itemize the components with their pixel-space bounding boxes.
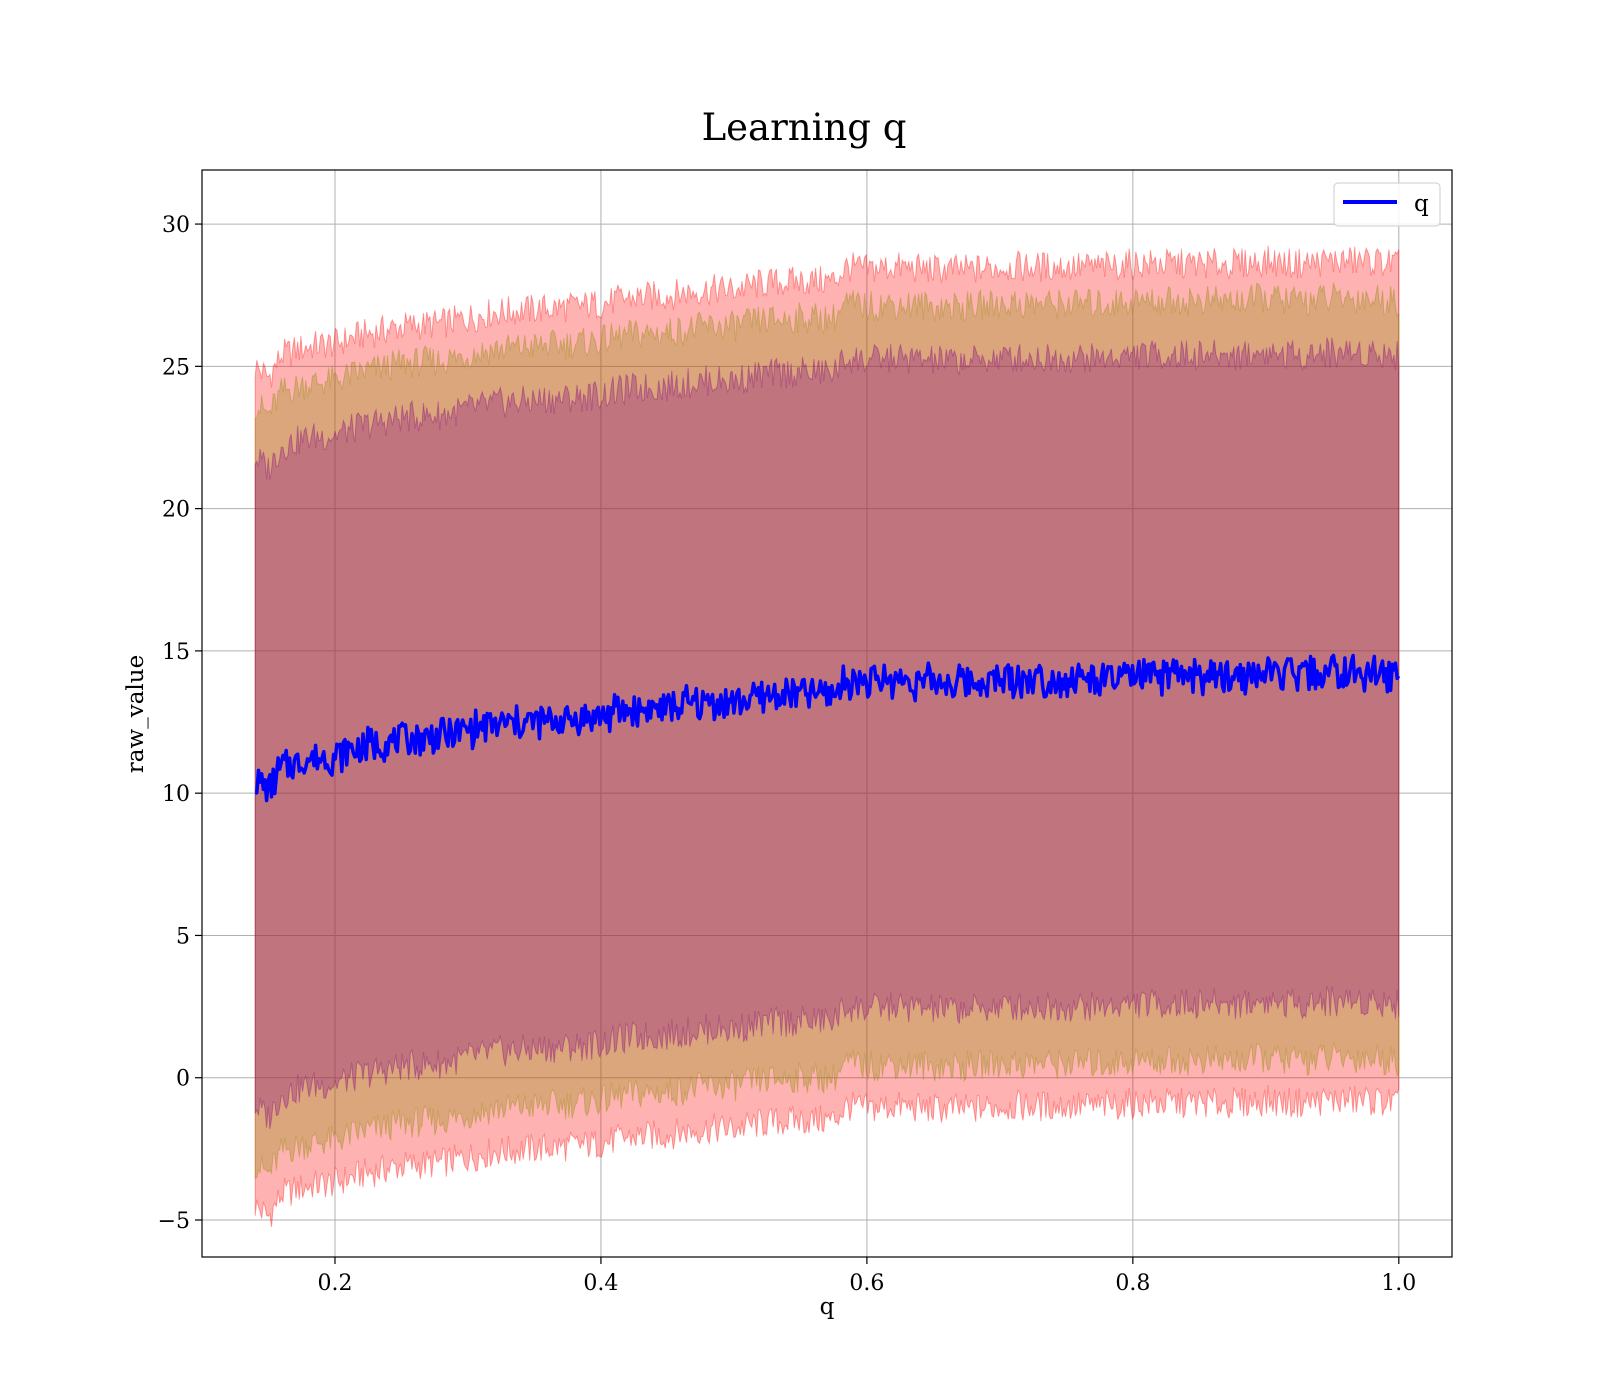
band-inner [254, 337, 1400, 1130]
y-tick-label: −5 [158, 1209, 190, 1234]
y-axis-label: raw_value [123, 655, 149, 773]
y-tick-label: 30 [162, 213, 190, 238]
uncertainty-bands [254, 245, 1400, 1228]
x-tick-label: 1.0 [1381, 1271, 1416, 1296]
y-tick-label: 10 [162, 782, 190, 807]
axes-frame [201, 169, 1453, 1258]
band-middle [254, 282, 1400, 1179]
ticks: 0.2 0.4 0.6 0.8 1.0 −5 0 5 10 15 20 25 30 [158, 213, 1417, 1296]
y-tick-label: 20 [162, 498, 190, 523]
series-line-q [254, 653, 1401, 803]
x-tick-label: 0.2 [317, 1271, 352, 1296]
grid [202, 170, 1452, 1257]
y-tick-label: 0 [176, 1067, 190, 1092]
plot-area [202, 170, 1452, 1257]
x-axis-label: q [820, 1294, 835, 1320]
y-tick-label: 5 [176, 924, 190, 949]
legend: q [1333, 182, 1441, 227]
x-tick-label: 0.8 [1115, 1271, 1150, 1296]
band-outer [254, 245, 1400, 1228]
x-tick-label: 0.6 [849, 1271, 884, 1296]
legend-label-q: q [1414, 191, 1429, 217]
y-tick-label: 25 [162, 355, 190, 380]
y-tick-label: 15 [162, 640, 190, 665]
x-tick-label: 0.4 [583, 1271, 618, 1296]
chart-title: Learning q [702, 106, 907, 149]
series-lines [254, 653, 1401, 803]
legend-box [1333, 182, 1441, 227]
